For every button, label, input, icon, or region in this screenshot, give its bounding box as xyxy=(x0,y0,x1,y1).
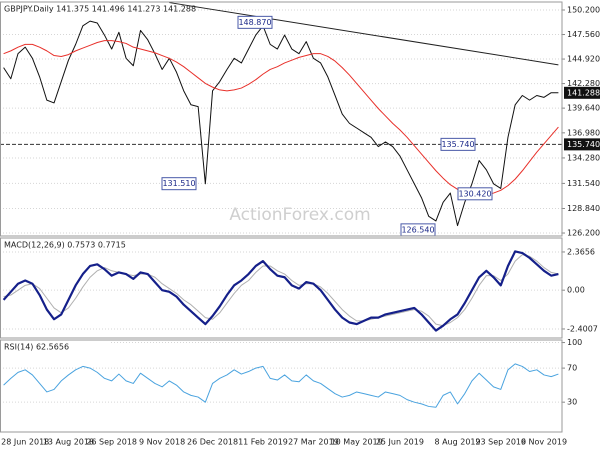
title-bg xyxy=(1,239,111,250)
y-tick-label: 128.840 xyxy=(567,204,600,213)
x-tick-label: 10 May 2019 xyxy=(331,438,383,447)
series-line xyxy=(2,250,559,332)
trend-line xyxy=(169,2,559,66)
y-tick-label: 126.200 xyxy=(567,229,600,238)
annotation-box xyxy=(457,187,493,201)
x-tick-label: 8 Aug 2019 xyxy=(434,438,480,447)
panel-frame xyxy=(0,237,563,339)
panel-title: RSI(14) 62.5656 xyxy=(4,343,69,352)
y-tick-label: 150.200 xyxy=(567,5,600,14)
series-line xyxy=(3,254,559,327)
annotation-label: 148.870 xyxy=(238,18,271,27)
y-tick-label: 0.00 xyxy=(567,286,585,295)
level-badge xyxy=(564,138,600,151)
panel-frame xyxy=(0,339,563,433)
y-tick-label: 2.3656 xyxy=(567,247,595,256)
series-line xyxy=(3,363,559,408)
y-tick-label: 142.280 xyxy=(567,79,600,88)
y-tick-label: 136.980 xyxy=(567,128,600,137)
y-tick-label: 30 xyxy=(567,398,577,407)
y-tick-label: 70 xyxy=(567,364,577,373)
x-tick-label: 28 Jun 2018 xyxy=(1,438,49,447)
x-tick-label: 25 Jun 2019 xyxy=(376,438,424,447)
x-tick-label: 11 Feb 2019 xyxy=(238,438,288,447)
x-tick-label: 13 Aug 2018 xyxy=(43,438,94,447)
x-tick-label: 9 Nov 2018 xyxy=(139,438,185,447)
panel-title: MACD(12,26,9) 0.7573 0.7715 xyxy=(4,241,126,250)
watermark: ActionForex.com xyxy=(229,205,370,225)
last-price-badge-label: 141.288 xyxy=(567,88,600,97)
x-tick-label: 23 Sep 2019 xyxy=(475,438,526,447)
title-bg xyxy=(1,3,161,14)
panel-frame xyxy=(0,1,563,237)
y-tick-label: 144.920 xyxy=(567,55,600,64)
annotation-box xyxy=(161,177,197,191)
x-tick-label: 26 Sep 2018 xyxy=(86,438,137,447)
annotation-label: 130.420 xyxy=(458,189,491,198)
y-tick-label: 147.560 xyxy=(567,30,600,39)
y-tick-label: 134.280 xyxy=(567,153,600,162)
x-tick-label: 6 Nov 2019 xyxy=(521,438,567,447)
panel-title: GBPJPY.Daily 141.375 141.496 141.273 141… xyxy=(4,5,196,14)
annotation-box xyxy=(440,137,476,151)
x-tick-label: 26 Dec 2018 xyxy=(187,438,238,447)
level-badge-label: 135.740 xyxy=(567,140,600,149)
y-tick-label: 100 xyxy=(567,338,582,347)
y-tick-label: -2.4007 xyxy=(567,324,598,333)
title-bg xyxy=(1,341,111,352)
annotation-label: 126.540 xyxy=(401,225,434,234)
y-tick-label: 131.540 xyxy=(567,179,600,188)
y-tick-label: 139.640 xyxy=(567,104,600,113)
annotation-box xyxy=(237,15,273,29)
x-tick-label: 27 Mar 2019 xyxy=(288,438,339,447)
annotation-label: 131.510 xyxy=(162,179,195,188)
annotation-label: 135.740 xyxy=(441,140,474,149)
last-price-badge xyxy=(564,86,600,99)
